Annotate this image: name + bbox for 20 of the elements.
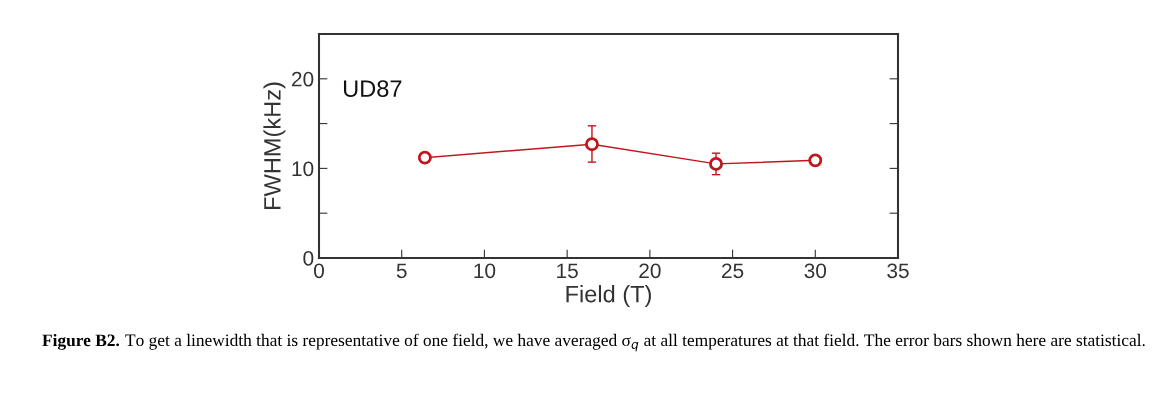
x-tick-label: 0 [314, 263, 324, 279]
x-tick-label: 30 [804, 263, 827, 279]
y-tick-label: 0 [303, 251, 314, 266]
x-axis-title: Field (T) [566, 285, 651, 308]
x-tick-label: 10 [474, 263, 496, 279]
annotation: UD87 [343, 80, 402, 97]
x-tick-label: 25 [722, 263, 744, 279]
x-tick-label: 15 [557, 263, 578, 279]
caption: Figure B2. [42, 333, 120, 350]
point [585, 137, 599, 152]
x-tick-label: 35 [887, 263, 909, 279]
point [709, 156, 723, 171]
x-tick-label: 5 [396, 263, 407, 279]
y-tick-label: 10 [292, 161, 314, 177]
y-axis-title: FWHM(kHz) [263, 82, 286, 209]
x-tick-label: 20 [639, 263, 661, 279]
text: To get a linewidth that is representative of one field, we have averaged σ$_{q}$ at all temperatures at that field. The error bars shown here are statistical. [125, 333, 1145, 352]
point [417, 150, 432, 165]
point [808, 153, 823, 168]
y-tick-label: 20 [292, 71, 314, 87]
